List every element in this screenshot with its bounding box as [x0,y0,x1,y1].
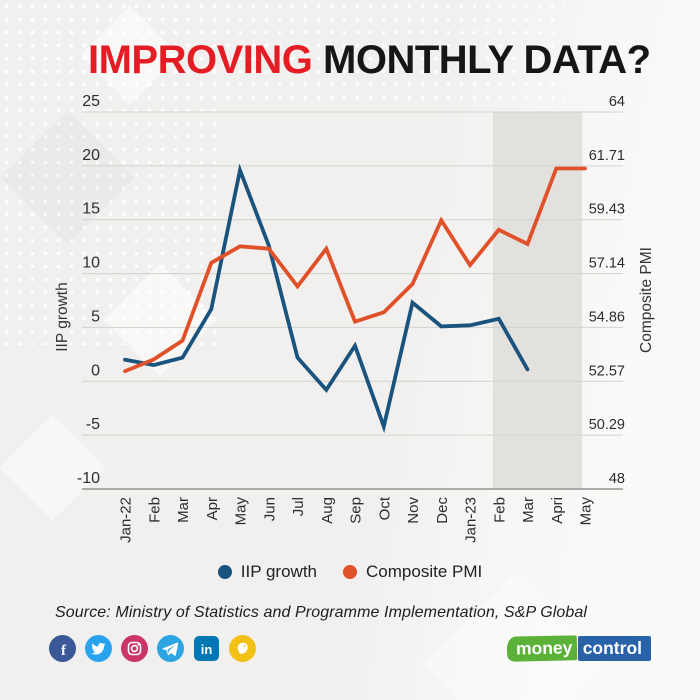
x-axis-tick: Dec [434,497,451,524]
linkedin-icon[interactable]: in [193,635,220,662]
instagram-icon[interactable] [121,635,148,662]
moneycontrol-logo[interactable]: money control [507,635,651,662]
left-axis-title: IIP growth [54,282,71,352]
koo-icon[interactable] [229,635,256,662]
right-axis-tick: 59.43 [589,202,625,218]
left-axis-tick: 10 [82,255,100,272]
right-axis-title: Composite PMI [638,247,655,353]
dual-axis-line-chart: 25 64 20 61.71 15 59.43 10 57.14 5 54.86 0 52.57 -5 5… [54,93,655,543]
right-axis-tick: 57.14 [589,256,625,272]
legend-label: Composite PMI [366,562,483,581]
page-title: IMPROVING MONTHLY DATA? [88,38,651,83]
x-axis-tick: May [578,497,595,526]
left-axis-tick: -5 [86,416,100,433]
x-axis-tick: May [233,497,250,526]
left-axis-tick: 15 [82,201,100,218]
telegram-icon[interactable] [157,635,184,662]
title-rest: MONTHLY DATA? [312,38,651,82]
x-axis-tick: Aug [319,497,336,524]
x-axis-tick: Jun [261,497,278,521]
right-axis-tick: 52.57 [589,363,625,379]
x-axis-tick: Nov [405,497,422,524]
pmi-legend-dot [343,565,358,579]
x-axis-tick: Oct [376,496,393,520]
right-axis-tick: 61.71 [589,148,625,164]
x-axis-tick: Jan-22 [118,497,135,543]
x-axis-tick: Apri [549,497,566,524]
svg-text:in: in [201,642,213,657]
facebook-icon[interactable]: f [49,635,76,662]
right-axis-tick: 54.86 [589,309,625,325]
iip-growth-line [123,163,530,434]
title-highlight: IMPROVING [88,38,313,82]
x-axis-tick: Jul [290,497,307,516]
source-note: Source: Ministry of Statistics and Progr… [55,604,588,621]
highlight-band [492,112,583,489]
logo-control-segment: control [577,636,651,661]
social-icons-row: f in [49,635,256,662]
iip-legend-dot [217,565,232,579]
right-axis-tick: 48 [609,471,625,487]
left-axis-tick: -10 [77,470,100,487]
left-axis-tick: 20 [82,147,100,164]
legend-label: IIP growth [240,562,318,581]
right-axis-tick: 64 [609,94,625,110]
left-axis-tick: 5 [91,308,100,325]
left-axis-tick: 25 [82,93,100,110]
x-axis-tick: Mar [520,497,537,523]
x-axis-tick: Sep [348,497,365,524]
legend-item-iip: IIP growth [217,562,318,582]
x-axis-tick: Feb [146,497,163,523]
composite-pmi-line [123,166,587,374]
right-axis-tick: 50.29 [589,417,625,433]
x-axis-tick: Mar [175,497,192,523]
legend-item-pmi: Composite PMI [343,562,482,582]
chart-legend: IIP growth Composite PMI [0,562,700,582]
x-axis-tick: Feb [491,497,508,523]
x-axis-tick: Apr [204,497,221,520]
left-axis-tick: 0 [91,362,100,379]
svg-text:f: f [61,643,67,659]
logo-money-segment: money [507,635,578,662]
twitter-icon[interactable] [85,635,112,662]
x-axis-tick: Jan-23 [463,497,480,543]
